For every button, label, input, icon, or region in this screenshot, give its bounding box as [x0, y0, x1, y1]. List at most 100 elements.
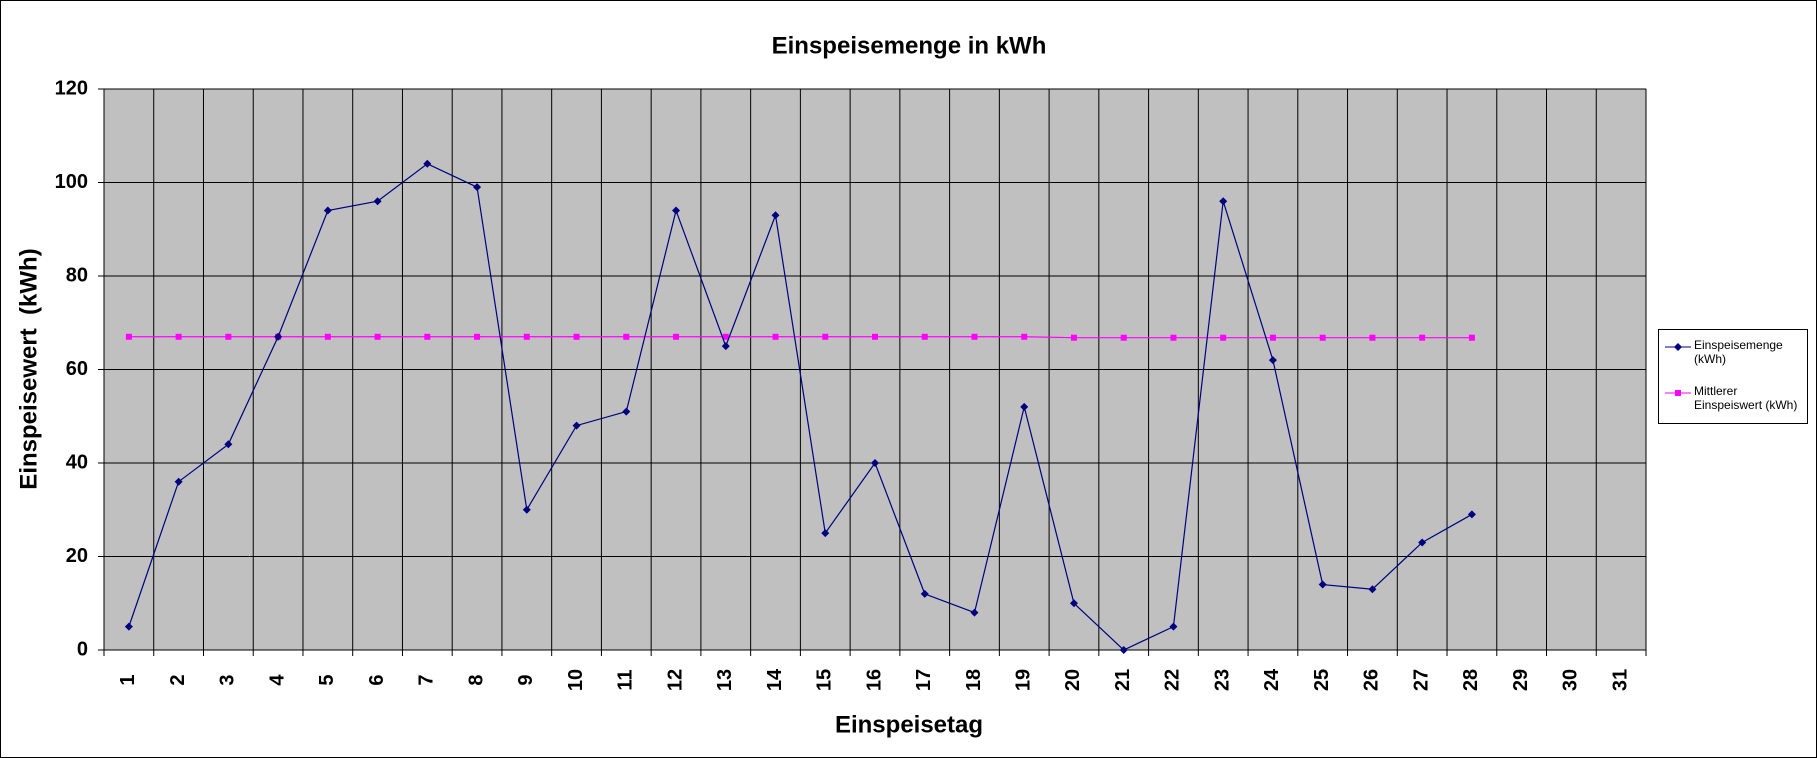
point — [821, 529, 830, 538]
point — [125, 333, 132, 340]
point — [324, 333, 331, 340]
point — [1070, 334, 1077, 341]
x-tick-label: 7 — [416, 674, 438, 685]
point — [1119, 646, 1128, 654]
point — [274, 332, 283, 341]
y-tick-label: 120 — [55, 77, 88, 99]
y-tick-label: 0 — [77, 638, 88, 660]
point — [1468, 334, 1475, 341]
point — [970, 608, 979, 617]
x-tick-label: 1 — [117, 674, 139, 685]
x-tick-label: 16 — [863, 669, 885, 691]
point — [623, 333, 630, 340]
point — [1418, 538, 1427, 547]
legend-marker — [1674, 343, 1682, 351]
point — [1220, 334, 1227, 341]
x-tick-label: 17 — [913, 669, 935, 691]
legend-swatch-icon — [1665, 390, 1691, 396]
legend-swatch — [1665, 387, 1691, 397]
x-tick-label: 13 — [714, 669, 736, 691]
x-tick-label: 6 — [366, 674, 388, 685]
point — [174, 477, 183, 486]
point — [971, 333, 978, 340]
point — [1069, 599, 1078, 608]
point — [1419, 334, 1426, 341]
x-tick-label: 23 — [1211, 669, 1233, 691]
point — [473, 183, 482, 192]
point — [1021, 333, 1028, 340]
y-tick-label: 20 — [66, 545, 88, 567]
y-axis-title: Einspeisewert (kWh) — [15, 248, 42, 489]
point — [871, 459, 879, 467]
series-line — [128, 336, 1472, 339]
point — [373, 197, 382, 206]
x-tick-label: 3 — [217, 674, 239, 685]
x-tick-label: 25 — [1311, 669, 1333, 691]
point — [721, 342, 730, 351]
point — [323, 206, 332, 215]
x-tick-label: 10 — [565, 669, 587, 691]
x-tick-label: 12 — [664, 669, 686, 691]
x-tick-label: 18 — [963, 669, 985, 691]
point — [872, 333, 878, 340]
x-tick-label: 29 — [1510, 669, 1532, 691]
legend-label: Mittlerer Einspeiswert (kWh) — [1694, 384, 1798, 412]
x-tick-label: 22 — [1162, 669, 1184, 691]
point — [423, 159, 432, 168]
point — [1319, 334, 1326, 341]
x-tick-label: 19 — [1013, 669, 1035, 691]
point — [920, 589, 929, 598]
point — [573, 333, 580, 340]
point — [772, 333, 779, 340]
point — [622, 407, 631, 416]
legend-swatch — [1665, 341, 1691, 351]
point — [921, 333, 928, 340]
x-tick-label: 11 — [615, 669, 637, 690]
point — [1020, 402, 1029, 411]
point — [1268, 356, 1277, 365]
x-axis-title: Einspeisetag — [835, 711, 983, 738]
x-tick-label: 4 — [266, 674, 288, 686]
point — [522, 505, 531, 514]
x-tick-label: 24 — [1261, 668, 1283, 691]
point — [1120, 334, 1127, 341]
legend-label: Einspeisemenge (kWh) — [1694, 338, 1783, 366]
y-tick-label: 40 — [66, 451, 88, 473]
point — [1368, 585, 1377, 594]
point — [1219, 197, 1228, 206]
y-tick-label: 100 — [55, 171, 88, 193]
y-tick-label: 60 — [66, 358, 88, 380]
chart-title: Einspeisemenge in kWh — [772, 32, 1047, 59]
point — [474, 333, 481, 340]
point — [523, 333, 530, 340]
x-tick-label: 14 — [764, 668, 786, 691]
legend-marker — [1675, 390, 1681, 396]
point — [822, 333, 829, 340]
x-tick-label: 27 — [1410, 669, 1432, 691]
point — [1318, 580, 1327, 589]
x-tick-label: 2 — [167, 674, 189, 685]
point — [771, 211, 780, 220]
x-tick-label: 26 — [1361, 669, 1383, 691]
point — [124, 622, 133, 631]
y-tick-label: 80 — [66, 264, 88, 286]
point — [572, 421, 581, 430]
point — [224, 440, 233, 449]
series-line — [128, 163, 1473, 651]
point — [1269, 334, 1276, 341]
point — [722, 333, 729, 340]
x-tick-label: 5 — [316, 674, 338, 685]
legend: Einspeisemenge (kWh) Mittlerer Einspeiswe… — [1658, 329, 1808, 424]
point — [672, 206, 681, 215]
point — [1369, 334, 1376, 341]
x-tick-label: 28 — [1460, 669, 1482, 691]
point — [225, 333, 232, 340]
x-tick-label: 9 — [515, 674, 537, 685]
x-tick-label: 30 — [1560, 669, 1582, 691]
x-tick-label: 8 — [465, 674, 487, 685]
point — [1169, 622, 1178, 631]
point — [424, 333, 431, 340]
legend-swatch-icon — [1665, 343, 1691, 351]
